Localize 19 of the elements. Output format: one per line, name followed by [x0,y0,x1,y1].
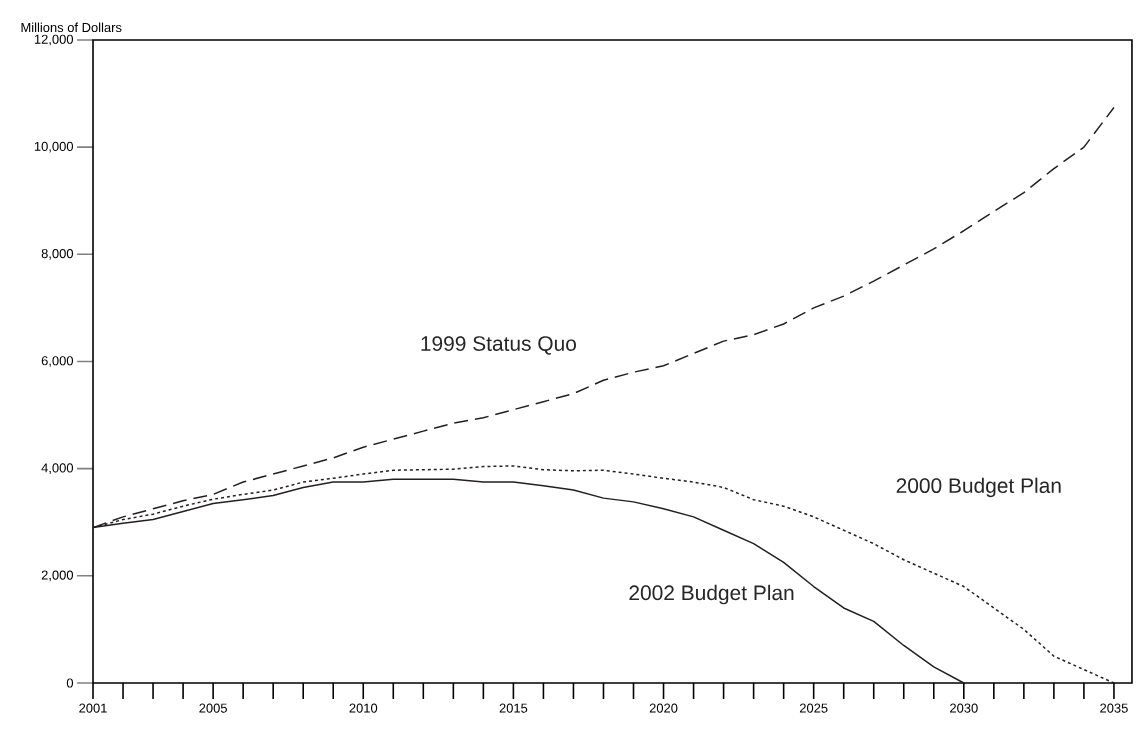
x-tick-label: 2020 [649,703,678,713]
y-tick-label: 2,000 [41,570,74,582]
x-tick-label: 2015 [499,703,528,713]
y-tick-label: 8,000 [41,248,74,260]
x-tick-label: 2025 [799,703,828,713]
y-tick-label: 10,000 [34,141,74,153]
y-tick-label: 4,000 [41,463,74,474]
x-tick-label: 2005 [199,703,227,713]
x-tick-label: 2030 [950,703,978,713]
x-tick-label: 2035 [1100,703,1128,713]
x-tick-label: 2001 [79,703,107,713]
y-tick-label: 12,000 [34,34,74,46]
x-tick-label: 2010 [349,703,378,713]
series-label: 2002 Budget Plan [629,584,794,605]
y-tick-label: 0 [66,678,74,688]
y-axis-title: Millions of Dollars [21,22,122,33]
y-tick-label: 6,000 [41,356,74,367]
series-label: 1999 Status Quo [421,336,576,355]
text: 2000 Budget Plan [896,477,1061,498]
